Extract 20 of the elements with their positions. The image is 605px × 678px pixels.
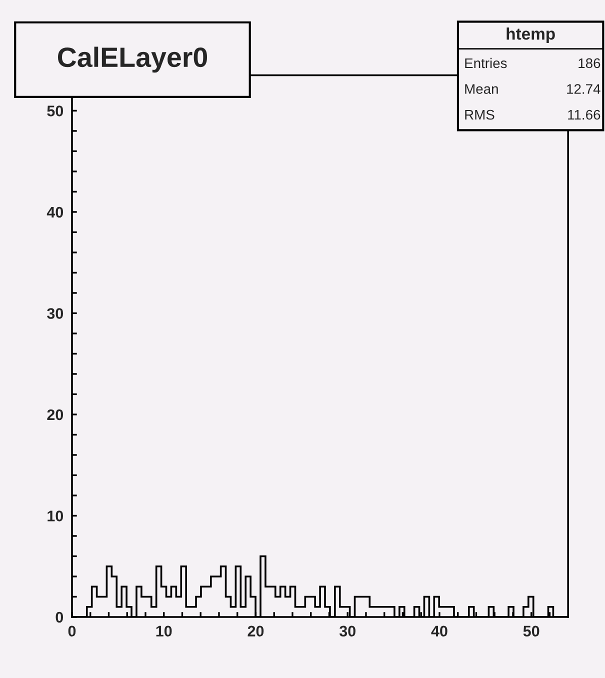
annotation: 12.74 xyxy=(567,84,600,94)
y-tick-label: 10 xyxy=(48,510,64,522)
text: 186 xyxy=(578,58,600,68)
x-tick-label: 10 xyxy=(156,626,172,637)
x-tick-label: 30 xyxy=(339,626,356,637)
text: 11.66 xyxy=(568,110,600,120)
text: Entries xyxy=(465,58,507,68)
y-tick-label: 0 xyxy=(56,612,64,623)
y-tick-label: 50 xyxy=(47,106,64,116)
x-tick-label: 0 xyxy=(68,626,76,637)
x-tick-label: 20 xyxy=(248,626,264,637)
y-tick-label: 30 xyxy=(47,308,64,319)
annotation: Mean xyxy=(465,84,498,94)
x-tick-label: 40 xyxy=(431,626,448,637)
annotation: RMS xyxy=(465,110,494,120)
text: htemp xyxy=(506,27,555,44)
y-tick-label: 40 xyxy=(46,206,64,218)
x-tick-label: 50 xyxy=(523,626,540,637)
chart-title: CalELayer0 xyxy=(58,46,208,73)
y-tick-label: 20 xyxy=(47,409,64,420)
